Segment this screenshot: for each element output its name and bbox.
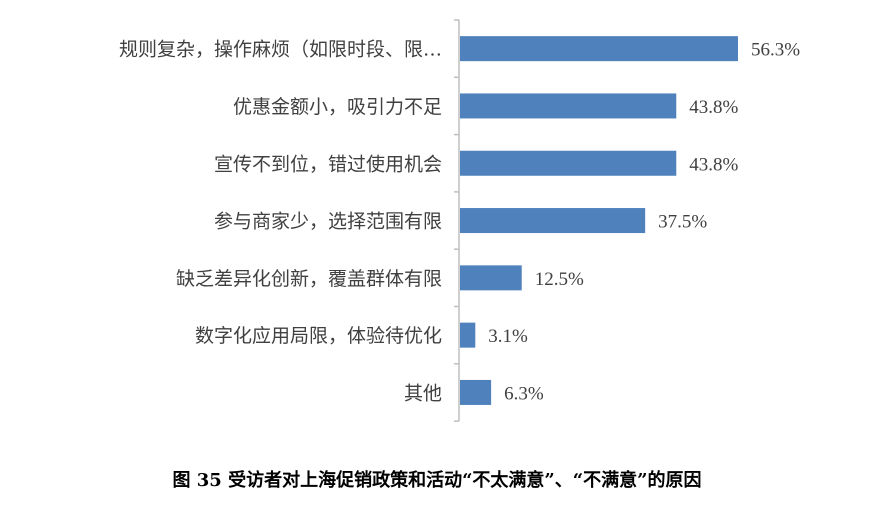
data-label: 6.3%	[504, 383, 544, 404]
data-label: 56.3%	[751, 40, 800, 61]
chart-title: 图 35 受访者对上海促销政策和活动“不太满意”、“不满意”的原因	[172, 470, 702, 491]
category-label: 宣传不到位，错过使用机会	[214, 153, 442, 175]
bar	[460, 265, 522, 291]
bar	[460, 322, 476, 348]
bar	[460, 36, 738, 62]
bar	[460, 208, 646, 234]
data-label: 43.8%	[689, 154, 738, 175]
data-label: 12.5%	[535, 269, 584, 290]
category-label: 其他	[404, 382, 442, 404]
category-label: 优惠金额小，吸引力不足	[233, 96, 442, 118]
data-label: 37.5%	[658, 212, 707, 233]
data-label: 43.8%	[689, 97, 738, 118]
data-label: 3.1%	[488, 326, 528, 347]
bar	[460, 379, 492, 405]
category-label: 参与商家少，选择范围有限	[214, 211, 442, 233]
bar	[460, 93, 677, 119]
category-label: 数字化应用局限，体验待优化	[195, 325, 442, 347]
bar	[460, 150, 677, 176]
category-label: 规则复杂，操作麻烦（如限时段、限…	[119, 39, 442, 61]
category-label: 缺乏差异化创新，覆盖群体有限	[176, 268, 442, 290]
